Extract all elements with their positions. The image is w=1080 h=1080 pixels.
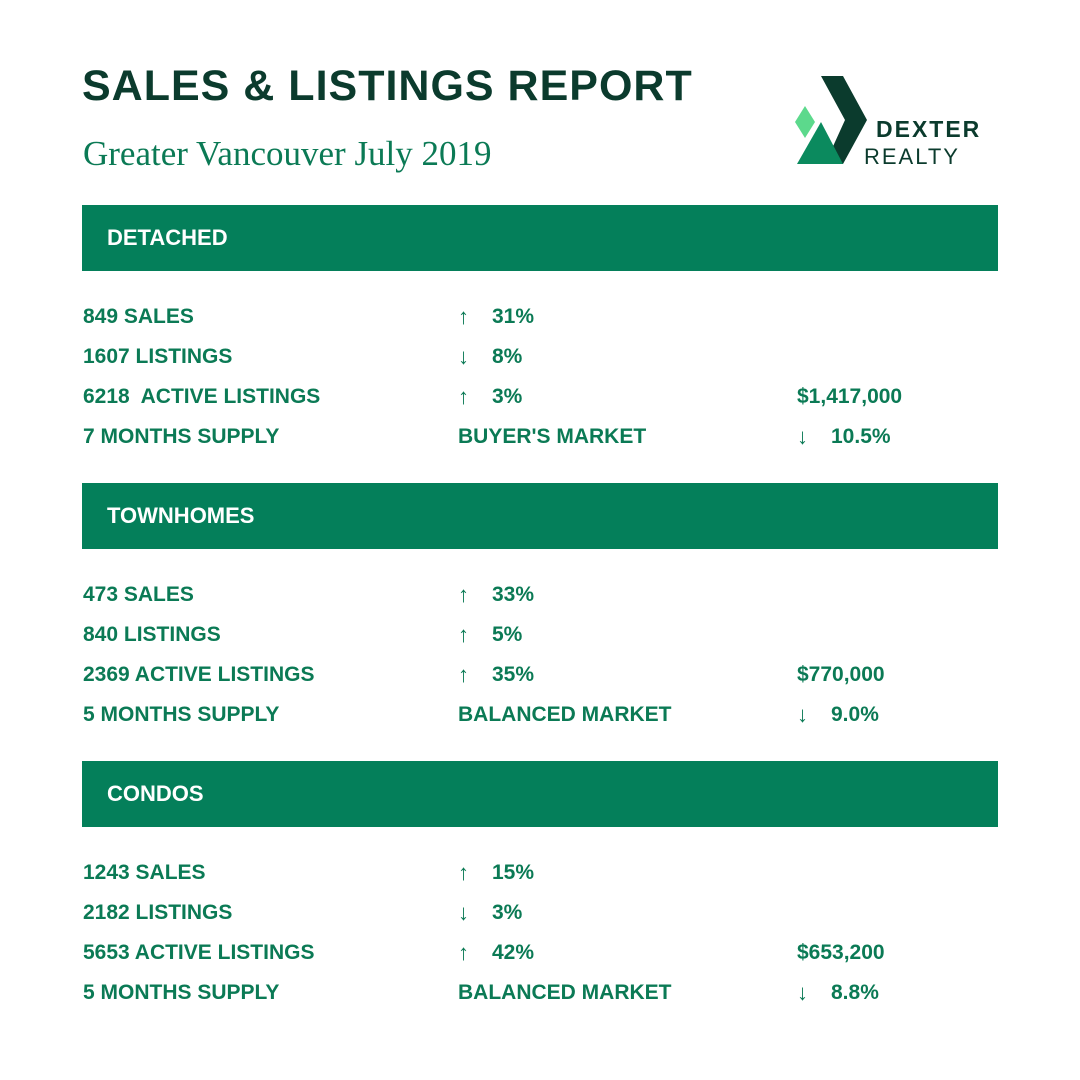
row-text: 840 LISTINGS — [83, 623, 221, 646]
arrow-icon: ↑ — [458, 622, 469, 647]
section-header: CONDOS — [82, 761, 998, 827]
row-text: 5 MONTHS SUPPLY — [83, 981, 280, 1004]
row-text: $1,417,000 — [797, 385, 903, 408]
arrow-icon: ↓ — [797, 980, 808, 1005]
row-text: 849 SALES — [83, 305, 194, 328]
row-text: $653,200 — [797, 941, 885, 964]
row-text: 5653 ACTIVE LISTINGS — [83, 941, 315, 964]
row-text: 35% — [492, 663, 535, 686]
logo-text: DEXTER — [876, 116, 982, 142]
row-text: 2369 ACTIVE LISTINGS — [83, 663, 315, 686]
arrow-icon: ↑ — [458, 662, 469, 687]
logo-text: REALTY — [864, 144, 960, 169]
row-text: 3% — [492, 901, 523, 924]
arrow-icon: ↑ — [458, 860, 469, 885]
row-text: 5% — [492, 623, 523, 646]
row-text: 10.5% — [831, 425, 891, 448]
arrow-icon: ↑ — [458, 384, 469, 409]
arrow-icon: ↑ — [458, 582, 469, 607]
arrow-icon: ↓ — [458, 344, 469, 369]
subtitle: Greater Vancouver July 2019 — [83, 134, 492, 173]
arrow-icon: ↓ — [797, 702, 808, 727]
row-text: BALANCED MARKET — [458, 703, 672, 726]
row-text: 7 MONTHS SUPPLY — [83, 425, 280, 448]
row-text: 42% — [492, 941, 535, 964]
arrow-icon: ↑ — [458, 304, 469, 329]
row-text: $770,000 — [797, 663, 885, 686]
arrow-icon: ↑ — [458, 940, 469, 965]
logo-mark — [795, 76, 867, 164]
row-text: BALANCED MARKET — [458, 981, 672, 1004]
row-text: 15% — [492, 861, 535, 884]
row-text: 473 SALES — [83, 583, 194, 606]
row-text: BUYER'S MARKET — [458, 425, 647, 448]
row-text: 33% — [492, 583, 535, 606]
row-text: 2182 LISTINGS — [83, 901, 233, 924]
arrow-icon: ↓ — [797, 424, 808, 449]
row-text: 8.8% — [831, 981, 879, 1004]
row-text: 31% — [492, 305, 535, 328]
section-title: CONDOS — [107, 781, 204, 806]
title: SALES & LISTINGS REPORT — [82, 62, 693, 110]
row-text: 6218 ACTIVE LISTINGS — [83, 385, 321, 408]
row-text: 8% — [492, 345, 523, 368]
row-text: 1243 SALES — [83, 861, 206, 884]
section-title: DETACHED — [107, 225, 228, 250]
row-text: 9.0% — [831, 703, 879, 726]
row-text: 5 MONTHS SUPPLY — [83, 703, 280, 726]
arrow-icon: ↓ — [458, 900, 469, 925]
section-title: TOWNHOMES — [107, 503, 255, 528]
section-header: TOWNHOMES — [82, 483, 998, 549]
section-header: DETACHED — [82, 205, 998, 271]
row-text: 1607 LISTINGS — [83, 345, 233, 368]
row-text: 3% — [492, 385, 523, 408]
